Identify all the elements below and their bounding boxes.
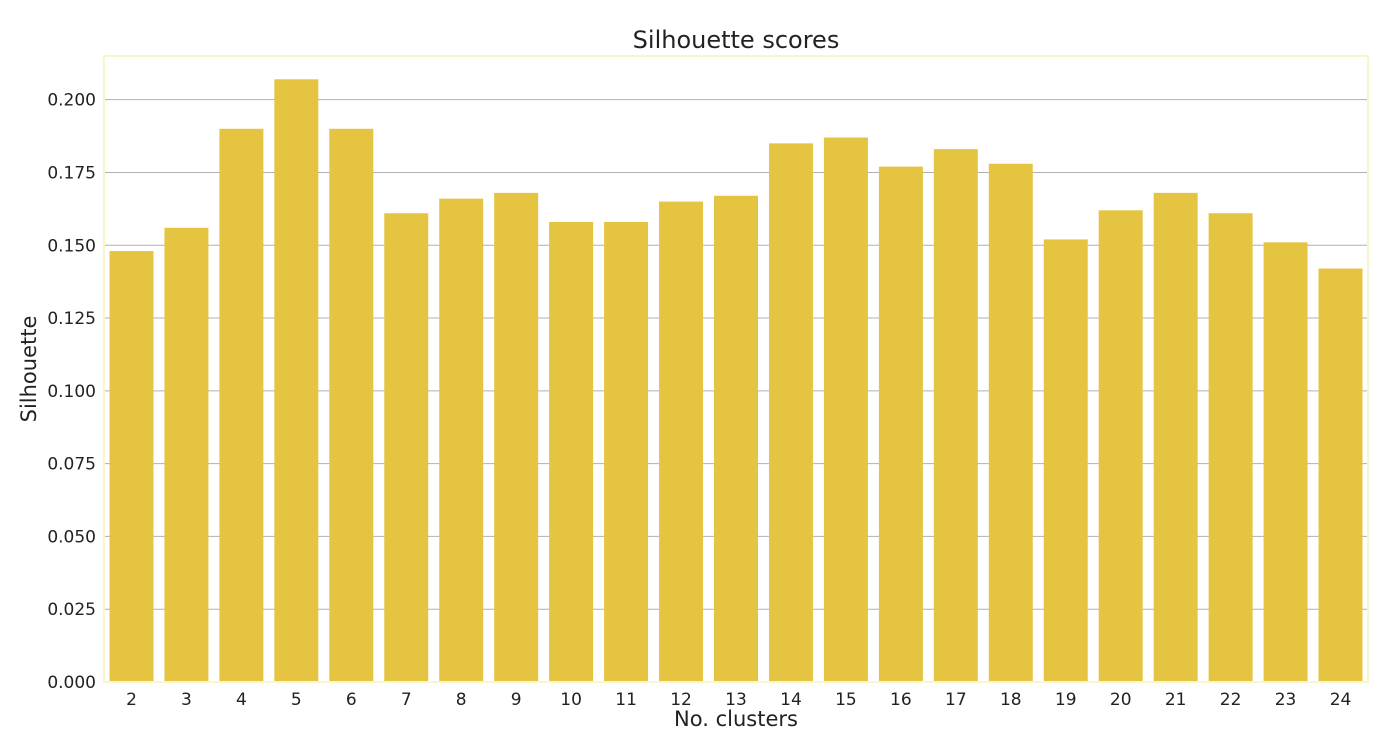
x-tick-label: 11 — [615, 690, 637, 710]
y-tick-labels: 0.000 0.025 0.050 0.075 0.100 0.125 0.150 0.175… — [47, 91, 96, 693]
x-tick-label: 2 — [126, 690, 137, 710]
bar-19 — [1043, 239, 1088, 682]
bar-2 — [109, 251, 154, 682]
x-tick-label: 23 — [1275, 690, 1297, 710]
x-axis-title: No. clusters — [674, 707, 798, 729]
chart-title: Silhouette scores — [633, 26, 840, 54]
x-tick-label: 4 — [236, 690, 247, 710]
bar-5 — [274, 79, 319, 682]
y-axis-title: Silhouette — [17, 316, 41, 423]
x-tick-label: 19 — [1055, 690, 1077, 710]
x-tick-label: 12 — [670, 690, 692, 710]
x-tick-label: 5 — [291, 690, 302, 710]
bar-22 — [1208, 213, 1253, 682]
bar-11 — [604, 221, 649, 683]
x-tick-label: 8 — [456, 690, 467, 710]
x-tick-label: 24 — [1330, 690, 1352, 710]
bar-9 — [494, 192, 539, 683]
y-tick-label: 0.100 — [47, 382, 96, 402]
bar-10 — [549, 221, 594, 683]
bar-16 — [878, 166, 923, 683]
x-tick-label: 3 — [181, 690, 192, 710]
x-tick-label: 17 — [945, 690, 967, 710]
bar-24 — [1318, 268, 1363, 682]
x-tick-labels: 2 3 4 5 6 7 8 9 10 11 12 13 14 15 16 17 18 19 20 21 22 23 24 — [126, 690, 1351, 710]
x-tick-label: 22 — [1220, 690, 1242, 710]
y-tick-label: 0.150 — [47, 236, 96, 256]
x-tick-label: 20 — [1110, 690, 1132, 710]
y-tick-label: 0.050 — [47, 527, 96, 547]
x-tick-label: 14 — [780, 690, 802, 710]
plot-frame — [103, 55, 1369, 683]
y-tick-label: 0.125 — [47, 309, 96, 329]
y-tick-label: 0.175 — [47, 163, 96, 183]
bar-6 — [329, 128, 374, 682]
y-tick-label: 0.200 — [47, 91, 96, 111]
bar-8 — [439, 198, 484, 682]
y-tick-label: 0.000 — [47, 673, 96, 693]
x-tick-label: 7 — [401, 690, 412, 710]
bar-18 — [988, 163, 1033, 683]
x-tick-label: 18 — [1000, 690, 1022, 710]
bar-20 — [1098, 210, 1143, 682]
bar-7 — [384, 213, 429, 682]
x-tick-label: 16 — [890, 690, 912, 710]
bar-13 — [714, 195, 758, 683]
bar-15 — [823, 137, 868, 682]
bar-17 — [933, 149, 978, 682]
bar-21 — [1153, 192, 1198, 683]
bar-14 — [768, 143, 813, 683]
bar-4 — [219, 128, 264, 682]
bar-23 — [1263, 242, 1308, 683]
bar-3 — [164, 227, 209, 682]
x-tick-label: 21 — [1165, 690, 1187, 710]
bars — [109, 79, 1363, 683]
x-tick-label: 10 — [560, 690, 582, 710]
x-tick-label: 15 — [835, 690, 857, 710]
bar-12 — [659, 201, 704, 682]
y-tick-label: 0.025 — [47, 600, 96, 620]
x-tick-label: 13 — [725, 690, 747, 710]
y-tick-label: 0.075 — [47, 455, 96, 475]
x-tick-label: 6 — [346, 690, 357, 710]
x-tick-label: 9 — [511, 690, 522, 710]
